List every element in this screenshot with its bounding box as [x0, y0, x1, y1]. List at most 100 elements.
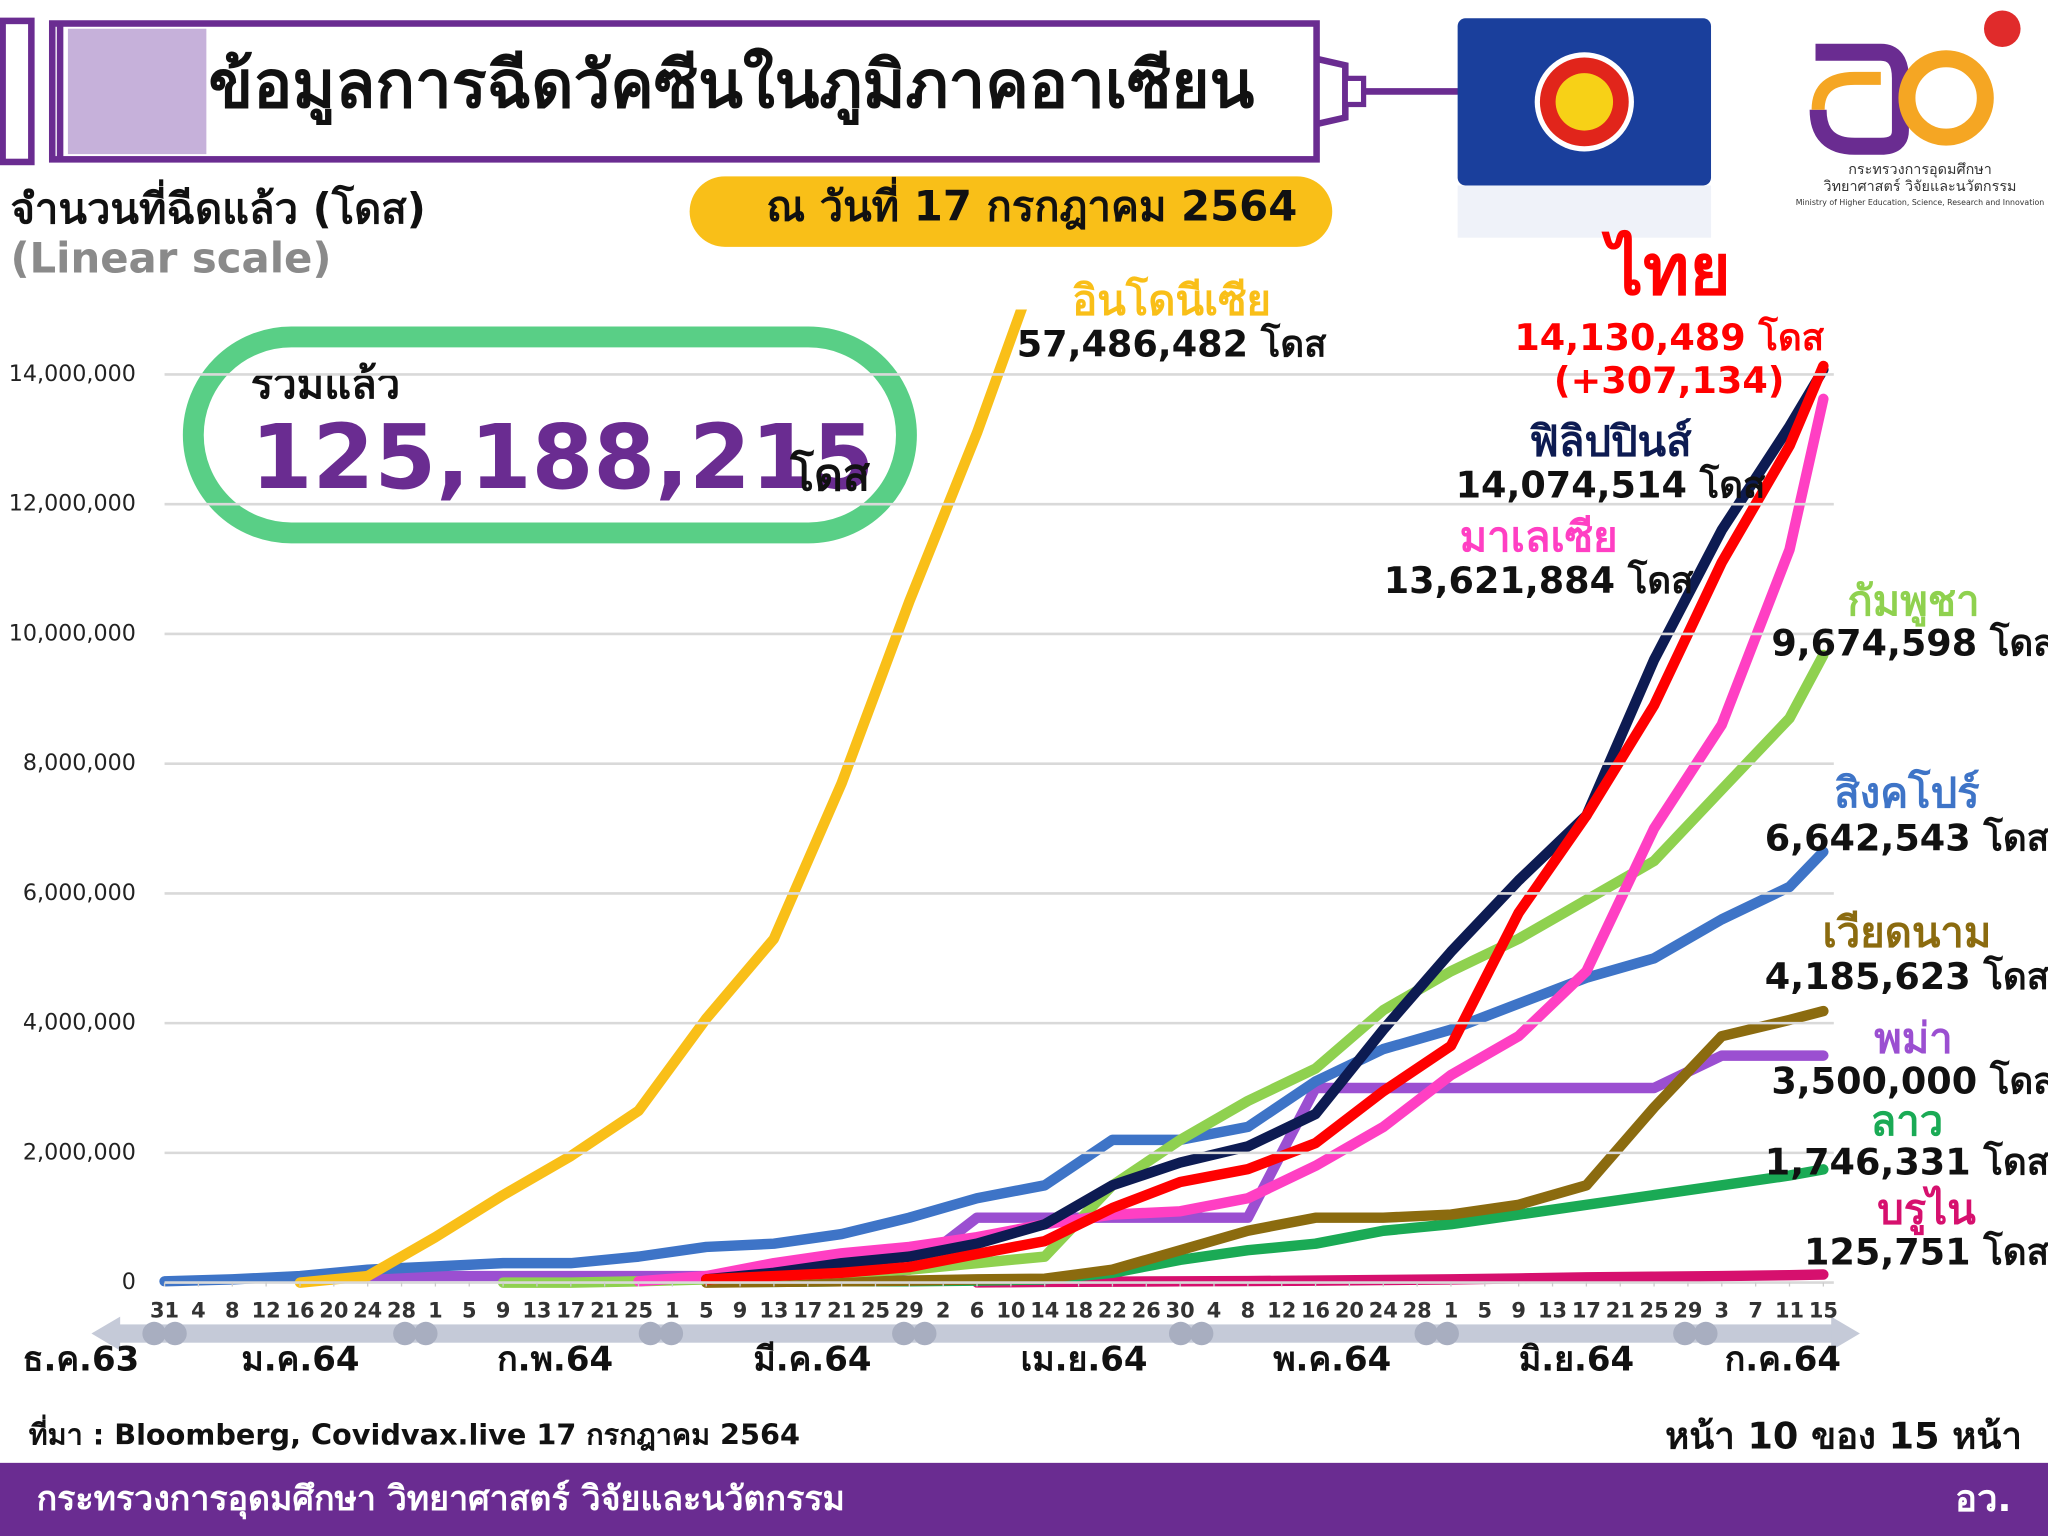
series-value: 14,130,489 โดส: [1514, 316, 1824, 359]
x-tick-label: 17: [556, 1298, 585, 1322]
x-tick-label: 2: [936, 1298, 951, 1322]
series-value: 13,621,884 โดส: [1384, 559, 1694, 602]
total-pill: [182, 326, 917, 544]
x-tick-label: 9: [733, 1298, 748, 1322]
x-tick-label: 8: [225, 1298, 240, 1322]
x-tick-label: 3: [1715, 1298, 1730, 1322]
x-tick-label: 13: [759, 1298, 788, 1322]
series-name: กัมพูชา: [1847, 576, 1979, 627]
series-line: [700, 364, 1829, 1285]
x-tick-label: 12: [252, 1298, 281, 1322]
x-tick-label: 5: [1478, 1298, 1493, 1322]
series-value: 1,746,331 โดส: [1765, 1140, 2048, 1183]
series-line: [700, 360, 1829, 1285]
total-label: รวมแล้ว: [251, 359, 400, 408]
y-tick-label: 12,000,000: [9, 491, 136, 517]
series-value: 125,751 โดส: [1804, 1230, 2048, 1273]
syringe: [0, 17, 1461, 166]
series-name: มาเลเซีย: [1460, 512, 1618, 561]
x-tick-label: 22: [1098, 1298, 1127, 1322]
month-separator: [1435, 1321, 1459, 1346]
x-tick-label: 7: [1748, 1298, 1763, 1322]
x-tick-label: 15: [1809, 1298, 1838, 1322]
month-separator: [414, 1321, 438, 1346]
x-tick-label: 28: [387, 1298, 416, 1322]
series-value: 14,074,514 โดส: [1456, 464, 1766, 507]
month-separator: [1414, 1321, 1439, 1346]
month-label: มี.ค.64: [753, 1339, 871, 1379]
x-tick-label: 16: [285, 1298, 314, 1322]
series-line: [294, 309, 1027, 1288]
series-name: ฟิลิปปินส์: [1529, 417, 1692, 466]
date: ณ วันที่ 17 กรกฎาคม 2564: [766, 176, 1297, 230]
page-number: หน้า 10 ของ 15 หน้า: [1665, 1415, 2022, 1458]
y-tick-label: 0: [122, 1269, 136, 1295]
x-tick-label: 20: [1335, 1298, 1364, 1322]
title: ข้อมูลการฉีดวัคซีนในภูมิภาคอาเซียน: [209, 46, 1255, 126]
x-tick-label: 9: [1511, 1298, 1526, 1322]
footer-bar: [0, 1462, 2048, 1536]
x-tick-label: 5: [462, 1298, 477, 1322]
x-tick-label: 17: [793, 1298, 822, 1322]
month-separator: [912, 1321, 937, 1346]
month-separator: [393, 1321, 417, 1346]
month-label: มิ.ย.64: [1519, 1339, 1634, 1379]
x-tick-label: 18: [1064, 1298, 1093, 1322]
month-separator: [659, 1321, 684, 1346]
series-name: อินโดนีเซีย: [1072, 276, 1271, 325]
month-label: พ.ค.64: [1273, 1339, 1391, 1379]
month-separator: [638, 1321, 663, 1346]
month-separator: [142, 1321, 166, 1346]
series-value: 6,642,543 โดส: [1765, 816, 2048, 859]
x-tick-label: 21: [590, 1298, 619, 1322]
x-tick-label: 30: [1166, 1298, 1195, 1322]
x-tick-label: 21: [827, 1298, 856, 1322]
logo-text: กระทรวงการอุดมศึกษา: [1848, 162, 1992, 178]
x-tick-label: 25: [1640, 1298, 1669, 1322]
x-tick-label: 1: [1444, 1298, 1459, 1322]
y-tick-label: 8,000,000: [23, 750, 136, 776]
month-label: ธ.ค.63: [23, 1339, 139, 1379]
month-separator: [1168, 1321, 1193, 1346]
logo-text: Ministry of Higher Education, Science, R…: [1796, 198, 2044, 207]
x-tick-label: 28: [1403, 1298, 1432, 1322]
y-label: จำนวนที่ฉีดแล้ว (โดส): [10, 179, 425, 233]
x-tick-label: 8: [1241, 1298, 1256, 1322]
series-name: สิงคโปร์: [1834, 768, 1980, 817]
x-tick-label: 17: [1572, 1298, 1601, 1322]
date-pill: [689, 176, 1333, 247]
logo-text: วิทยาศาสตร์ วิจัยและนวัตกรรม: [1824, 178, 2017, 195]
series-name: บรูไน: [1877, 1185, 1976, 1236]
month-separator: [163, 1321, 187, 1346]
x-tick-label: 1: [428, 1298, 443, 1322]
x-tick-label: 12: [1267, 1298, 1296, 1322]
x-tick-label: 1: [665, 1298, 680, 1322]
series-value: 4,185,623 โดส: [1765, 955, 2048, 998]
x-tick-label: 10: [996, 1298, 1025, 1322]
series-extra: (+307,134): [1554, 359, 1785, 402]
x-tick-label: 11: [1775, 1298, 1804, 1322]
series-line: [700, 1005, 1829, 1288]
y-tick-label: 10,000,000: [9, 620, 136, 646]
series-name: พม่า: [1874, 1013, 1953, 1062]
month-label: ก.พ.64: [497, 1339, 613, 1379]
y-tick-label: 14,000,000: [9, 361, 136, 387]
series-name: ไทย: [1601, 228, 1731, 311]
series-line: [633, 393, 1829, 1287]
month-label: ก.ค.64: [1725, 1339, 1841, 1379]
series-value: 3,500,000 โดส: [1771, 1059, 2048, 1102]
x-tick-label: 26: [1132, 1298, 1161, 1322]
plot-area: [159, 309, 1829, 1288]
month-separator: [1673, 1321, 1697, 1346]
x-tick-label: 9: [496, 1298, 511, 1322]
x-tick-label: 5: [699, 1298, 714, 1322]
month-label: เม.ย.64: [1021, 1339, 1148, 1379]
x-tick-label: 29: [895, 1298, 924, 1322]
x-tick-label: 24: [1369, 1298, 1398, 1322]
month-separator: [1189, 1321, 1214, 1346]
y-sublabel: (Linear scale): [10, 234, 331, 283]
asean-flag: [1457, 18, 1712, 238]
y-tick-label: 6,000,000: [23, 880, 136, 906]
x-tick-label: 24: [353, 1298, 382, 1322]
